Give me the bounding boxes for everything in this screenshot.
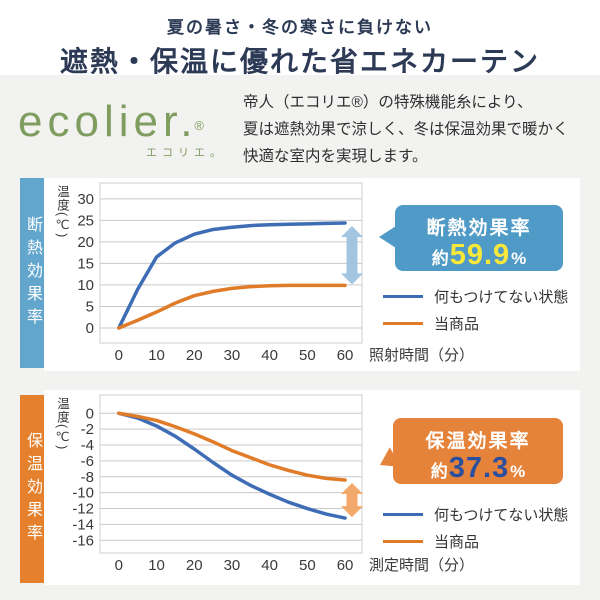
y-axis-label: 温度(℃) bbox=[55, 397, 69, 451]
legend-swatch-orange bbox=[383, 322, 423, 325]
legend-label: 何もつけてない状態 bbox=[434, 289, 569, 306]
legend-item-no-cover: 何もつけてない状態 bbox=[383, 286, 568, 307]
svg-text:25: 25 bbox=[77, 212, 94, 229]
svg-text:-8: -8 bbox=[81, 469, 94, 486]
svg-text:照射時間（分）: 照射時間（分） bbox=[369, 347, 474, 364]
svg-text:-14: -14 bbox=[72, 516, 94, 533]
svg-text:-16: -16 bbox=[72, 532, 94, 549]
insulation-section: 断熱効果率 温度(℃) 30 25 20 15 10 5 0 0 10 20 30 40 50 60 照射時… bbox=[0, 178, 600, 371]
retention-section: 保温効果率 温度(℃) 0 -2 -4 -6 -8 -10 -12 -14 -16 0 10 20 30… bbox=[0, 390, 600, 585]
svg-text:10: 10 bbox=[148, 557, 165, 574]
difference-arrow-icon bbox=[341, 226, 363, 285]
svg-text:15: 15 bbox=[77, 255, 94, 272]
legend-label: 当商品 bbox=[434, 316, 480, 333]
sidebar-insulation: 断熱効果率 bbox=[20, 178, 44, 368]
svg-text:-10: -10 bbox=[72, 485, 94, 502]
y-axis-label: 温度(℃) bbox=[55, 185, 69, 239]
badge-unit: % bbox=[510, 462, 526, 481]
svg-text:10: 10 bbox=[148, 347, 165, 364]
intro-description: 帝人（エコリエ®）の特殊機能糸により、 夏は遮熱効果で涼しく、冬は保温効果で暖か… bbox=[243, 89, 569, 170]
svg-text:20: 20 bbox=[186, 557, 203, 574]
svg-text:20: 20 bbox=[186, 347, 203, 364]
header-subtitle: 夏の暑さ・冬の寒さに負けない bbox=[167, 18, 433, 37]
sidebar-retention-label: 保温効果率 bbox=[24, 431, 41, 547]
svg-text:5: 5 bbox=[86, 298, 94, 315]
svg-text:0: 0 bbox=[86, 320, 94, 337]
svg-text:30: 30 bbox=[224, 347, 241, 364]
insulation-badge: 断熱効果率 約 59.9% bbox=[379, 205, 563, 272]
legend-swatch-orange bbox=[383, 540, 423, 543]
svg-text:-6: -6 bbox=[81, 453, 94, 470]
legend-swatch-blue bbox=[383, 295, 423, 298]
svg-text:30: 30 bbox=[224, 557, 241, 574]
svg-text:-4: -4 bbox=[81, 437, 94, 454]
sidebar-insulation-label: 断熱効果率 bbox=[24, 215, 41, 331]
logo-text: ecolier. bbox=[18, 97, 198, 146]
svg-text:60: 60 bbox=[337, 347, 354, 364]
insulation-chart: 30 25 20 15 10 5 0 0 10 20 30 40 50 60 照射時間（分） bbox=[44, 178, 580, 371]
ecolier-logo: ecolier.® エコリエ。 bbox=[18, 97, 236, 160]
svg-text:10: 10 bbox=[77, 277, 94, 294]
svg-text:50: 50 bbox=[299, 347, 316, 364]
badge-title: 保温効果率 bbox=[425, 431, 531, 452]
badge-value: 約 37.3% bbox=[393, 452, 563, 485]
intro-line-1: 帝人（エコリエ®）の特殊機能糸により、 bbox=[243, 94, 533, 111]
svg-text:0: 0 bbox=[86, 405, 94, 422]
content-background: ecolier.® エコリエ。 帝人（エコリエ®）の特殊機能糸により、 夏は遮熱… bbox=[0, 75, 600, 600]
svg-text:40: 40 bbox=[261, 347, 278, 364]
svg-text:0: 0 bbox=[115, 557, 123, 574]
retention-chart: 0 -2 -4 -6 -8 -10 -12 -14 -16 0 10 20 30 40 50 60 測定時間（分… bbox=[44, 390, 580, 585]
svg-text:30: 30 bbox=[77, 191, 94, 208]
legend-retention: 何もつけてない状態 当商品 bbox=[383, 504, 568, 552]
registered-mark-icon: ® bbox=[194, 118, 205, 133]
badge-unit: % bbox=[511, 249, 527, 268]
svg-text:60: 60 bbox=[337, 557, 354, 574]
badge-value: 約 59.9% bbox=[395, 239, 563, 272]
header: 夏の暑さ・冬の寒さに負けない 遮熱・保温に優れた省エネカーテン bbox=[0, 0, 600, 78]
logo-subtitle: エコリエ。 bbox=[146, 147, 226, 159]
badge-prefix: 約 bbox=[430, 462, 448, 481]
svg-text:0: 0 bbox=[115, 347, 123, 364]
badge-number: 37.3 bbox=[448, 452, 510, 484]
retention-chart-panel: 温度(℃) 0 -2 -4 -6 -8 -10 -12 -14 -16 0 10 20 30 40 50 60… bbox=[44, 390, 580, 585]
badge-number: 59.9 bbox=[449, 239, 511, 271]
page-title: 遮熱・保温に優れた省エネカーテン bbox=[59, 47, 540, 78]
legend-item-product: 当商品 bbox=[383, 313, 568, 334]
legend-swatch-blue bbox=[383, 513, 423, 516]
intro-line-2: 夏は遮熱効果で涼しく、冬は保温効果で暖かく bbox=[243, 121, 569, 138]
legend-insulation: 何もつけてない状態 当商品 bbox=[383, 286, 568, 334]
svg-text:20: 20 bbox=[77, 234, 94, 251]
legend-label: 何もつけてない状態 bbox=[434, 507, 569, 524]
legend-item-product: 当商品 bbox=[383, 531, 568, 552]
svg-text:50: 50 bbox=[299, 557, 316, 574]
intro-line-3: 快適な室内を実現します。 bbox=[243, 148, 428, 165]
badge-tail-icon bbox=[379, 226, 396, 248]
svg-text:-2: -2 bbox=[81, 421, 94, 438]
svg-text:測定時間（分）: 測定時間（分） bbox=[369, 557, 474, 574]
sidebar-retention: 保温効果率 bbox=[20, 395, 44, 583]
legend-item-no-cover: 何もつけてない状態 bbox=[383, 504, 568, 525]
svg-text:-12: -12 bbox=[72, 501, 94, 518]
legend-label: 当商品 bbox=[434, 534, 480, 551]
svg-text:40: 40 bbox=[261, 557, 278, 574]
insulation-chart-panel: 温度(℃) 30 25 20 15 10 5 0 0 10 20 30 40 50 60 照射時間（分） 断… bbox=[44, 178, 580, 371]
badge-prefix: 約 bbox=[431, 249, 449, 268]
difference-arrow-icon bbox=[341, 482, 363, 518]
retention-badge: 保温効果率 約 37.3% bbox=[374, 418, 563, 485]
badge-title: 断熱効果率 bbox=[426, 218, 532, 239]
